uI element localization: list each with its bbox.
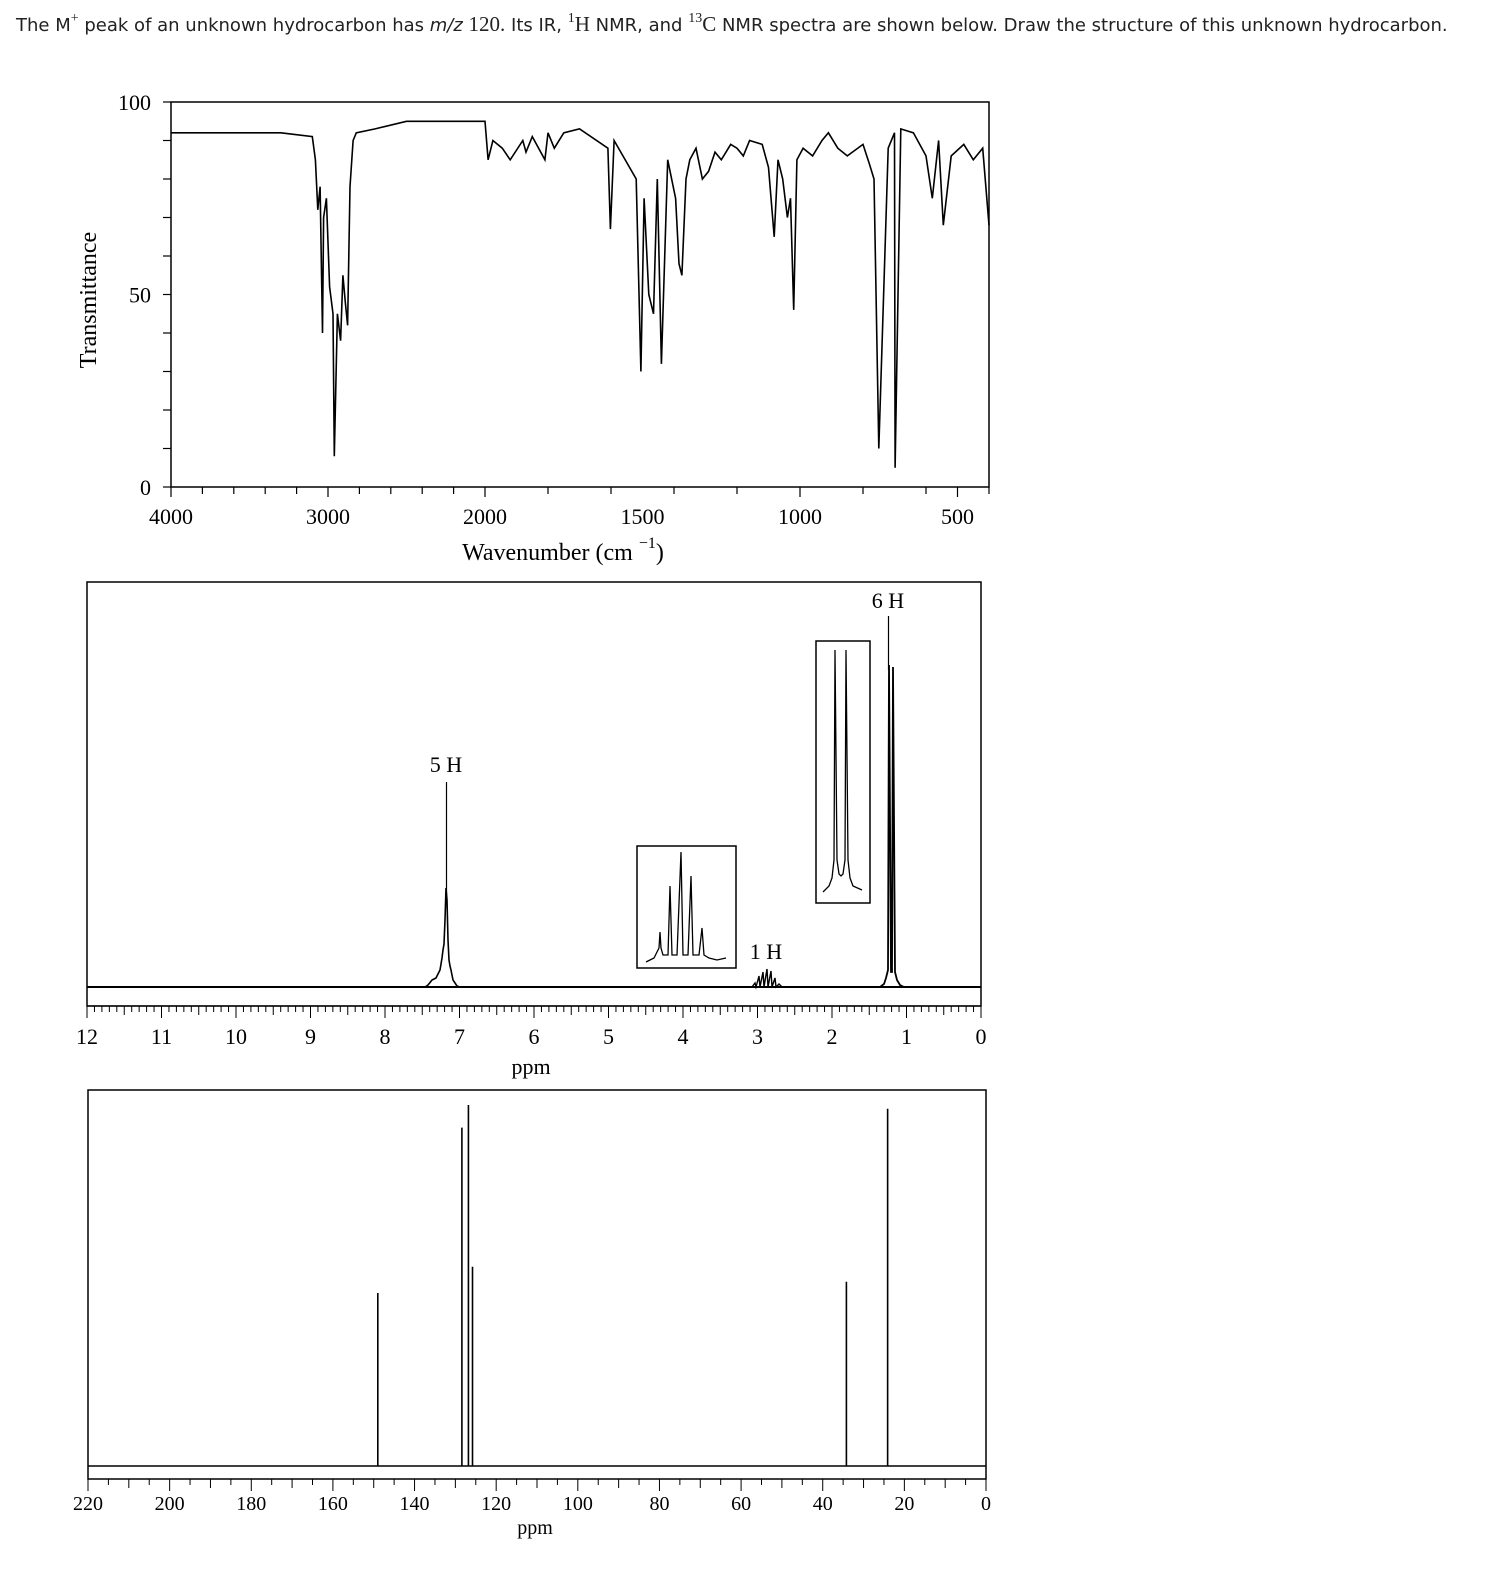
ir-minor-ticks xyxy=(163,101,990,497)
ir-x-tick-label: 3000 xyxy=(306,504,350,529)
c-x-tick-label: 140 xyxy=(400,1493,430,1515)
c-x-tick-label: 180 xyxy=(236,1493,266,1515)
ir-y-axis-label: Transmittance xyxy=(76,232,102,368)
question-part: peak of an unknown hydrocarbon has xyxy=(84,15,425,36)
ir-x-tick-label: 500 xyxy=(941,504,974,529)
h-x-tick-label: 4 xyxy=(678,1024,689,1049)
h-x-tick-label: 12 xyxy=(76,1024,98,1049)
isotope-superscript: 1 xyxy=(567,11,575,26)
ir-x-tick-label: 1500 xyxy=(621,504,665,529)
h-inset-doublet-box xyxy=(815,640,871,904)
c-x-tick-label: 40 xyxy=(813,1493,833,1515)
isotope-superscript: 13 xyxy=(688,11,703,26)
c-x-tick-label: 220 xyxy=(73,1493,103,1515)
question-part: Its IR, xyxy=(511,15,563,36)
ir-x-tick-label: 2000 xyxy=(463,504,507,529)
question-text: The M+ peak of an unknown hydrocarbon ha… xyxy=(16,10,1486,40)
h-x-tick-label: 7 xyxy=(454,1024,465,1049)
ir-y-tick-label: 50 xyxy=(129,283,151,308)
h-integration-label-5h: 5 H xyxy=(430,752,463,777)
c-x-tick-label: 100 xyxy=(563,1493,593,1515)
h-peak-septet xyxy=(751,968,783,990)
h-inset-septet-trace xyxy=(645,851,727,963)
h-x-tick-label: 1 xyxy=(901,1024,912,1049)
ir-x-tick-label: 4000 xyxy=(149,504,193,529)
c-x-tick-label: 120 xyxy=(481,1493,511,1515)
h-x-tick-label: 11 xyxy=(151,1024,172,1049)
h-nmr-x-axis-label: ppm xyxy=(511,1054,550,1079)
h-nmr-ticks xyxy=(86,1006,982,1018)
c-nmr-plot-frame xyxy=(87,1089,987,1480)
ir-x-tick-label: 1000 xyxy=(778,504,822,529)
c-nmr-ticks xyxy=(87,1479,987,1491)
ir-spectrum: 4000 3000 2000 1500 1000 500 0 50 100 Transmitt… xyxy=(76,90,990,566)
ir-plot-frame xyxy=(170,101,990,488)
h-x-tick-label: 10 xyxy=(225,1024,247,1049)
ir-y-tick-label: 0 xyxy=(140,475,151,500)
h-x-tick-label: 5 xyxy=(603,1024,614,1049)
h-inset-doublet-trace xyxy=(822,649,863,893)
question-part: NMR spectra are shown below. Draw the st… xyxy=(721,15,1448,36)
ir-y-tick-label: 100 xyxy=(118,90,151,115)
h-x-tick-label: 3 xyxy=(752,1024,763,1049)
h-peak-doublet xyxy=(879,664,905,988)
question-part: The M xyxy=(16,15,71,36)
h-peak-aromatic xyxy=(424,887,461,988)
h-x-tick-label: 2 xyxy=(827,1024,838,1049)
charge-superscript: + xyxy=(70,11,79,26)
ir-transmittance-trace xyxy=(171,120,990,468)
mz-label: m/z xyxy=(429,15,463,36)
h-integration-label-1h: 1 H xyxy=(750,939,783,964)
h-nmr-spectrum: 12 11 10 9 8 7 6 5 4 3 2 1 0 ppm 5 H 1 H 6 H xyxy=(76,581,987,1079)
h-x-tick-label: 8 xyxy=(380,1024,391,1049)
h-inset-septet-box xyxy=(636,845,737,969)
c-x-tick-label: 80 xyxy=(649,1493,669,1515)
c-nmr-spectrum: 220 200 180 160 140 120 100 80 60 40 20 0 ppm xyxy=(73,1089,991,1539)
c-x-tick-label: 60 xyxy=(731,1493,751,1515)
mz-value: 120. xyxy=(468,12,506,36)
question-part: NMR, and xyxy=(595,15,683,36)
c-x-tick-label: 0 xyxy=(981,1493,991,1515)
h-x-tick-label: 9 xyxy=(305,1024,316,1049)
c-x-tick-label: 200 xyxy=(155,1493,185,1515)
h-x-tick-label: 6 xyxy=(529,1024,540,1049)
h-integration-label-6h: 6 H xyxy=(872,588,905,613)
element-letter: C xyxy=(702,12,717,36)
ir-x-axis-label: Wavenumber (cm −1) xyxy=(462,535,664,566)
c-nmr-x-axis-label: ppm xyxy=(517,1517,553,1539)
c-x-tick-label: 20 xyxy=(894,1493,914,1515)
element-letter: H xyxy=(574,12,590,36)
h-x-tick-label: 0 xyxy=(976,1024,987,1049)
c-x-tick-label: 160 xyxy=(318,1493,348,1515)
